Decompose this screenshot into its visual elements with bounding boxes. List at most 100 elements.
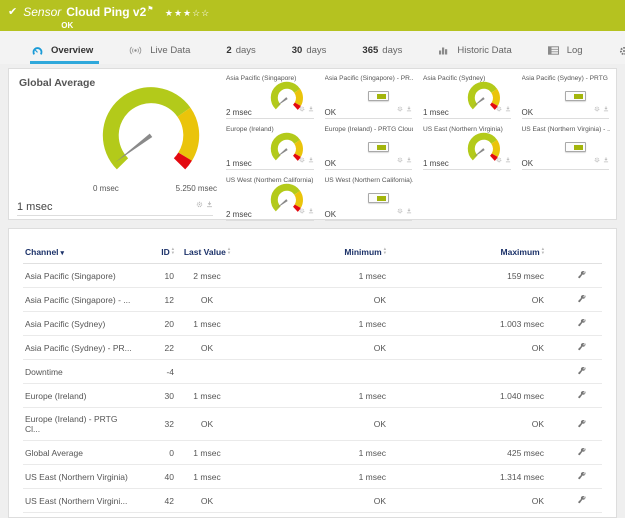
panel-title: Asia Pacific (Sydney) [423,75,486,82]
tab-live-data[interactable]: Live Data [127,45,196,64]
panel-asia-pacific-sydney[interactable]: Asia Pacific (Sydney) 1 msec [418,71,514,121]
panel-global-average[interactable]: Global Average 0 msec 5.250 msec 1 msec [9,69,221,219]
channel-gear-icon[interactable] [594,99,600,117]
tab-label: Log [566,45,583,56]
tab-30-days[interactable]: 30 days [291,45,327,56]
gear-icon [619,46,625,56]
channel-gear-icon[interactable] [299,201,305,219]
channel-pin-icon[interactable] [308,150,314,168]
cell-channel: Europe (Ireland) [23,383,134,408]
panel-asia-pacific-sydney-prtg[interactable]: Asia Pacific (Sydney) - PRTG ... OK [517,71,613,121]
priority-stars[interactable]: ★★★☆☆ [164,8,211,18]
tab-historic-data[interactable]: Historic Data [436,45,517,64]
channel-gauge [266,182,308,223]
channel-settings-wrench-icon[interactable] [577,447,586,458]
channel-pin-icon[interactable] [206,195,213,213]
column-header-minimum[interactable]: Minimum ▴ ▾ [238,237,388,264]
channel-value: OK [324,210,337,219]
table-row: Europe (Ireland) 30 1 msec 1 msec 1.040 … [23,383,602,408]
channel-settings-wrench-icon[interactable] [577,471,586,482]
panel-us-east-northern-virginia[interactable]: US East (Northern Virginia) 1 msec [418,122,514,172]
cell-channel: US East (Northern Virginia) [23,464,134,489]
channel-value: OK [324,108,337,117]
channel-gear-icon[interactable] [196,195,203,213]
channel-gear-icon[interactable] [397,201,403,219]
column-header-id[interactable]: ID ▴ ▾ [134,237,176,264]
cell-minimum [238,359,388,384]
panel-us-west-northern-california[interactable]: US West (Northern California) 2 msec [221,173,317,223]
tab-settings[interactable]: Settings [617,45,625,64]
channel-gear-icon[interactable] [496,150,502,168]
panel-title: US West (Northern California)... [324,177,414,184]
channel-gear-icon[interactable] [299,99,305,117]
channel-settings-wrench-icon[interactable] [577,495,586,506]
cell-id: 32 [134,407,176,441]
table-row: Asia Pacific (Sydney) - PR... 22 OK OK O… [23,335,602,360]
panel-title: Asia Pacific (Singapore) [226,75,297,82]
channel-gauge [266,80,308,121]
channel-pin-icon[interactable] [505,99,511,117]
live-data-icon [129,46,142,55]
panel-europe-ireland-prtg[interactable]: Europe (Ireland) - PRTG Cloud... OK [320,122,416,172]
cell-channel: Asia Pacific (Sydney) - PR... [23,335,134,360]
channel-pin-icon[interactable] [406,150,412,168]
tab-overview[interactable]: Overview [30,45,100,64]
channel-table: Channel ▾ ID ▴ ▾ Last Value ▴ ▾ Minimum ▴ ▾ Max… [23,237,602,513]
channel-pin-icon[interactable] [308,201,314,219]
status-toggle-icon [368,91,389,101]
panel-us-east-northern-virginia-prtg[interactable]: US East (Northern Virginia) - ... OK [517,122,613,172]
column-header-channel[interactable]: Channel ▾ [23,237,134,264]
channel-pin-icon[interactable] [603,150,609,168]
channel-settings-wrench-icon[interactable] [577,366,586,377]
flag-icon: ⚑ [147,6,154,13]
cell-last-value: 1 msec [176,383,238,408]
channel-settings-wrench-icon[interactable] [577,270,586,281]
column-header-maximum[interactable]: Maximum ▴ ▾ [388,237,546,264]
cell-maximum: OK [388,287,546,312]
gauge-scale-max: 5.250 msec [175,184,217,193]
table-row: Global Average 0 1 msec 1 msec 425 msec [23,440,602,465]
channel-gear-icon[interactable] [299,150,305,168]
channel-gear-icon[interactable] [594,150,600,168]
status-toggle-icon [565,142,586,152]
ok-check-icon: ✔ [8,6,18,18]
cell-id: 30 [134,383,176,408]
panel-title: US East (Northern Virginia) - ... [521,126,611,133]
channel-value: 1 msec [423,159,449,168]
cell-maximum: 425 msec [388,440,546,465]
panel-asia-pacific-singapore-prtg[interactable]: Asia Pacific (Singapore) - PR... OK [320,71,416,121]
object-kind-label: Sensor [23,5,62,19]
sort-icon: ▴ ▾ [227,246,231,255]
cell-id: 22 [134,335,176,360]
tab-365-days[interactable]: 365 days [362,45,403,56]
cell-channel: Asia Pacific (Sydney) [23,311,134,336]
panel-us-west-northern-california-prtg[interactable]: US West (Northern California)... OK [320,173,416,223]
tab-2-days[interactable]: 2 days [226,45,256,56]
table-row: Europe (Ireland) - PRTG Cl... 32 OK OK O… [23,407,602,441]
channel-value: 1 msec [226,159,252,168]
channel-gear-icon[interactable] [496,99,502,117]
tab-label: days [382,45,403,56]
channel-settings-wrench-icon[interactable] [577,419,586,430]
channel-settings-wrench-icon[interactable] [577,390,586,401]
cell-minimum: 1 msec [238,263,388,288]
channel-pin-icon[interactable] [406,99,412,117]
channel-gear-icon[interactable] [397,150,403,168]
channel-settings-wrench-icon[interactable] [577,318,586,329]
panel-asia-pacific-singapore[interactable]: Asia Pacific (Singapore) 2 msec [221,71,317,121]
channel-pin-icon[interactable] [406,201,412,219]
column-header-last-value[interactable]: Last Value ▴ ▾ [176,237,238,264]
cell-last-value: OK [176,335,238,360]
cell-id: -4 [134,359,176,384]
channel-gear-icon[interactable] [397,99,403,117]
channel-pin-icon[interactable] [505,150,511,168]
channel-pin-icon[interactable] [603,99,609,117]
channel-settings-wrench-icon[interactable] [577,294,586,305]
table-row: US East (Northern Virginia) 40 1 msec 1 … [23,464,602,489]
cell-last-value: OK [176,407,238,441]
panel-europe-ireland[interactable]: Europe (Ireland) 1 msec [221,122,317,172]
tab-log[interactable]: Log [546,45,589,64]
channel-settings-wrench-icon[interactable] [577,342,586,353]
channel-value: 1 msec [423,108,449,117]
channel-pin-icon[interactable] [308,99,314,117]
